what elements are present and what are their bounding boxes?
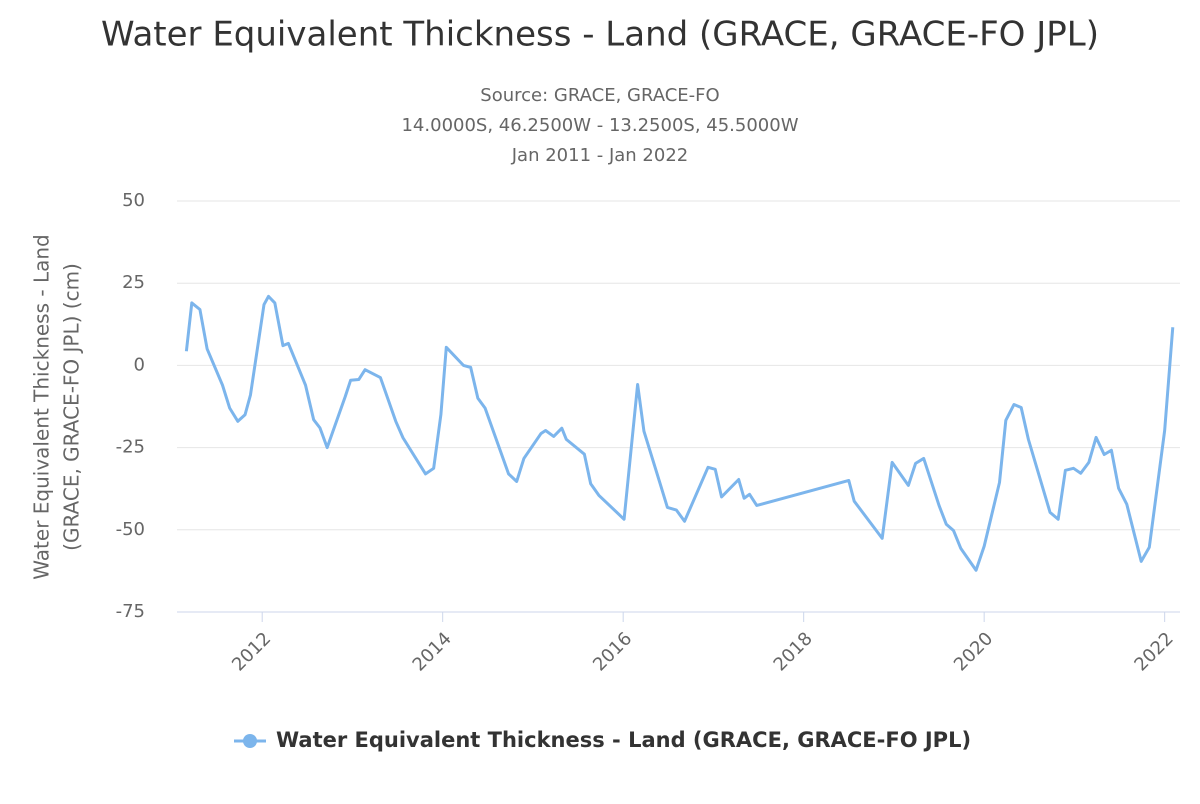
- y-tick-label: 25: [122, 272, 145, 293]
- x-tick-label: 2022: [1130, 628, 1177, 675]
- y-axis-title: Water Equivalent Thickness - Land: [30, 234, 54, 579]
- x-tick-label: 2012: [228, 628, 275, 675]
- chart-title: Water Equivalent Thickness - Land (GRACE…: [101, 15, 1099, 55]
- y-axis-title: (GRACE, GRACE-FO JPL) (cm): [60, 263, 84, 551]
- data-line: [184, 294, 1175, 572]
- y-tick-label: -25: [116, 437, 145, 458]
- y-tick-label: 50: [122, 190, 145, 211]
- x-tick-label: 2020: [950, 628, 997, 675]
- subtitle: Source: GRACE, GRACE-FO: [480, 85, 719, 106]
- subtitle: 14.0000S, 46.2500W - 13.2500S, 45.5000W: [401, 115, 798, 136]
- legend-symbol: [243, 734, 257, 748]
- x-tick-label: 2014: [409, 628, 456, 675]
- subtitle: Jan 2011 - Jan 2022: [511, 145, 689, 166]
- x-tick-label: 2016: [589, 628, 636, 675]
- legend-label[interactable]: Water Equivalent Thickness - Land (GRACE…: [276, 728, 971, 752]
- y-tick-label: 0: [134, 354, 145, 375]
- x-tick-label: 2018: [769, 628, 816, 675]
- y-tick-label: -50: [116, 519, 145, 540]
- y-tick-label: -75: [116, 601, 145, 622]
